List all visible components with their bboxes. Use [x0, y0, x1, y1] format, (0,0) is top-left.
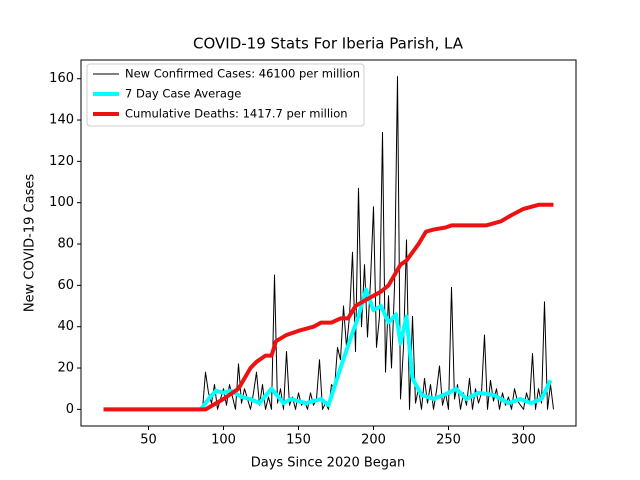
- legend-box: [86, 63, 365, 127]
- legend-label: Cumulative Deaths: 1417.7 per million: [125, 107, 348, 121]
- y-tick-label: 120: [49, 154, 74, 169]
- y-tick-label: 100: [49, 195, 74, 210]
- x-tick-label: 200: [361, 433, 386, 448]
- series-line: [103, 202, 554, 412]
- y-axis-label: New COVID-19 Cases: [23, 174, 38, 312]
- y-tick-label: 140: [49, 113, 74, 128]
- y-tick-label: 80: [57, 237, 74, 252]
- x-tick-label: 300: [511, 433, 536, 448]
- chart-title: COVID-19 Stats For Iberia Parish, LA: [193, 35, 464, 53]
- y-tick-label: 0: [66, 402, 74, 417]
- y-tick-label: 160: [49, 71, 74, 86]
- legend-label: New Confirmed Cases: 46100 per million: [125, 67, 360, 81]
- y-tick-label: 40: [57, 319, 74, 334]
- legend-label: 7 Day Case Average: [125, 87, 241, 101]
- x-axis-label: Days Since 2020 Began: [251, 456, 406, 471]
- plot-area: [103, 76, 554, 412]
- x-tick-label: 50: [140, 433, 157, 448]
- axes-frame: [80, 59, 577, 427]
- x-tick-label: 100: [211, 433, 236, 448]
- x-tick-label: 250: [436, 433, 461, 448]
- legend: New Confirmed Cases: 46100 per million 7 …: [86, 63, 365, 127]
- x-tick-label: 150: [286, 433, 311, 448]
- series-line: [103, 76, 554, 410]
- y-tick-label: 60: [57, 278, 74, 293]
- y-tick-label: 20: [57, 361, 74, 376]
